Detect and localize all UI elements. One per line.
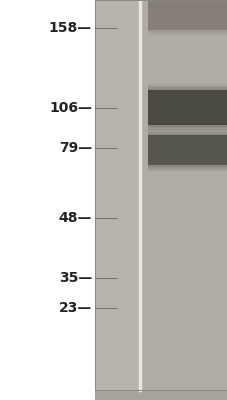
Bar — [147, 30, 227, 32]
Bar — [95, 0, 227, 390]
Bar — [147, 87, 227, 88]
Bar — [147, 86, 227, 87]
Bar — [147, 129, 227, 130]
Bar — [147, 130, 227, 131]
Bar — [147, 135, 227, 165]
Text: 158—: 158— — [49, 21, 92, 35]
Bar — [147, 134, 227, 135]
Bar — [147, 128, 227, 130]
Bar — [147, 125, 227, 126]
Bar — [147, 33, 227, 34]
Bar — [147, 88, 227, 90]
Text: 106—: 106— — [49, 101, 92, 115]
Bar — [147, 132, 227, 134]
Text: 79—: 79— — [59, 141, 92, 155]
Bar — [147, 0, 227, 30]
Bar — [147, 84, 227, 86]
Text: 23—: 23— — [59, 301, 92, 315]
Bar — [147, 170, 227, 171]
Text: 48—: 48— — [58, 211, 92, 225]
Bar — [147, 126, 227, 128]
Bar — [95, 0, 227, 390]
Bar — [95, 0, 139, 390]
Bar — [147, 168, 227, 170]
Bar — [147, 90, 227, 125]
Bar — [95, 390, 227, 400]
Bar — [147, 34, 227, 36]
Bar — [147, 165, 227, 166]
Bar — [147, 32, 227, 33]
Bar — [147, 166, 227, 168]
Bar — [147, 130, 227, 132]
Bar — [141, 0, 227, 390]
Text: 35—: 35— — [59, 271, 92, 285]
